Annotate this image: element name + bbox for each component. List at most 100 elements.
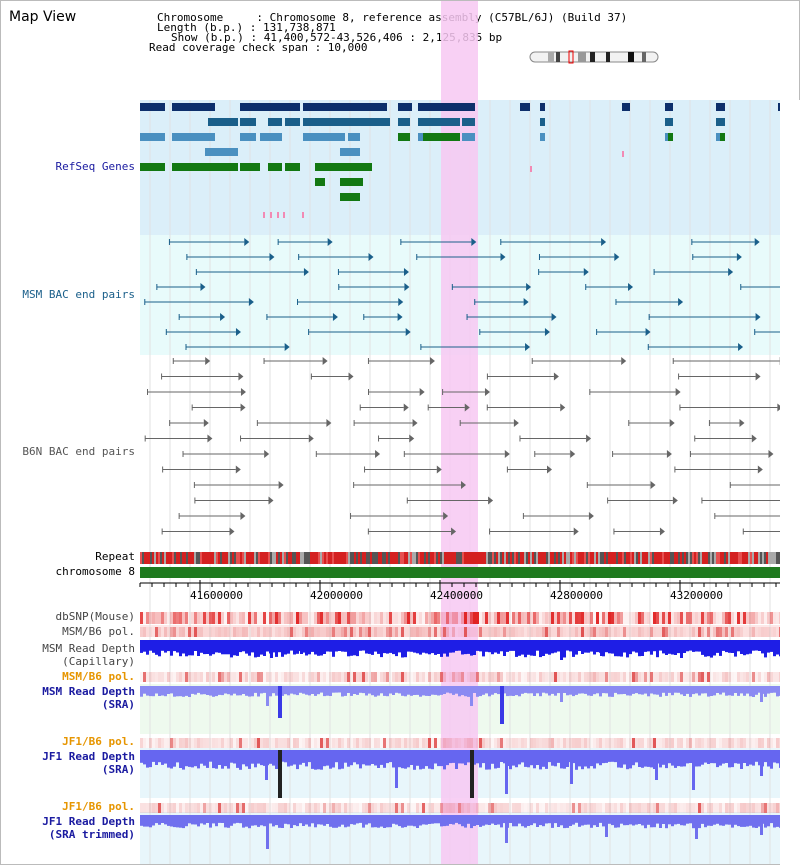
msm-sra-depth-bar — [404, 686, 407, 697]
dbsnp-cell — [371, 612, 374, 624]
dbsnp-cell — [149, 612, 152, 624]
msm-sra-depth-bar — [305, 686, 308, 695]
jf1-b6-pol-cell — [548, 803, 551, 813]
repeat-block — [330, 552, 332, 564]
repeat-block — [176, 552, 178, 564]
msm-sra-depth-bar — [386, 686, 389, 697]
jf1-trimmed-depth-bar — [305, 815, 308, 825]
msm-b6-pol-cell — [656, 627, 659, 637]
jf1-b6-pol-cell — [356, 738, 359, 748]
jf1-sra-depth-bar — [212, 750, 215, 769]
repeat-block — [774, 552, 776, 564]
jf1-sra-depth-bar — [485, 750, 488, 770]
ideogram-band — [628, 52, 634, 62]
msm-b6-pol-cell — [266, 627, 269, 637]
jf1-sra-depth-bar — [665, 750, 668, 769]
jf1-b6-pol-cell — [497, 803, 500, 813]
jf1-trimmed-depth-bar — [542, 815, 545, 827]
ideogram-band — [556, 52, 560, 62]
msm-b6-pol-cell — [185, 627, 188, 637]
dbsnp-cell — [509, 612, 512, 624]
dbsnp-cell — [200, 612, 203, 624]
jf1-b6-pol-cell — [683, 738, 686, 748]
jf1-b6-pol-cell — [632, 803, 635, 813]
jf1-sra-depth-bar — [344, 750, 347, 763]
repeat-block — [480, 552, 482, 564]
msm-b6-pol-cell — [698, 627, 701, 637]
msm-sra-depth-bar — [443, 686, 446, 694]
repeat-block — [722, 552, 724, 564]
msm-capillary-depth-bar — [578, 640, 581, 651]
jf1-sra-depth-bar — [500, 750, 503, 762]
track-label-b6n-bac[interactable]: B6N BAC end pairs — [22, 445, 135, 458]
repeat-block — [592, 552, 594, 564]
jf1-b6-pol-cell — [254, 738, 257, 748]
msm-sra-depth-bar — [593, 686, 596, 695]
repeat-block — [380, 552, 382, 564]
jf1-trimmed-depth-bar — [146, 815, 149, 827]
msm-sra-depth-bar — [488, 686, 491, 697]
msm-capillary-depth-bar — [533, 640, 536, 656]
jf1-b6-pol-cell — [371, 738, 374, 748]
msm-b6-pol-cell — [509, 672, 512, 682]
repeat-block — [726, 552, 728, 564]
msm-sra-depth-bar — [350, 686, 353, 696]
jf1-b6-pol-cell — [374, 803, 377, 813]
msm-bac-pair-end — [583, 268, 589, 276]
msm-sra-depth-bar — [512, 686, 515, 696]
jf1-trimmed-depth-bar — [281, 815, 284, 828]
repeat-block — [556, 552, 558, 564]
jf1-trimmed-depth-bar — [326, 815, 329, 824]
msm-b6-pol-cell — [290, 672, 293, 682]
msm-b6-pol-cell — [734, 672, 737, 682]
msm-b6-pol-cell — [503, 627, 506, 637]
jf1-b6-pol-cell — [266, 803, 269, 813]
msm-capillary-depth-bar-spike — [560, 640, 563, 660]
msm-b6-pol-cell — [464, 627, 467, 637]
msm-sra-depth-bar — [599, 686, 602, 697]
track-label-msm-bac[interactable]: MSM BAC end pairs — [22, 288, 135, 301]
jf1-sra-depth-bar — [545, 750, 548, 769]
track-label-refseq-genes[interactable]: RefSeq Genes — [55, 160, 135, 173]
gene-feature — [462, 118, 475, 126]
jf1-b6-pol-cell — [665, 803, 668, 813]
jf1-b6-pol-cell — [245, 738, 248, 748]
msm-b6-pol-cell — [419, 627, 422, 637]
repeat-block — [358, 552, 360, 564]
msm-capillary-depth-bar — [695, 640, 698, 652]
dbsnp-cell — [683, 612, 686, 624]
dbsnp-cell — [599, 612, 602, 624]
msm-capillary-depth-bar — [272, 640, 275, 653]
repeat-block — [232, 552, 234, 564]
msm-b6-pol-cell — [515, 627, 518, 637]
msm-b6-pol-cell — [545, 672, 548, 682]
msm-sra-depth-bar — [650, 686, 653, 694]
dbsnp-cell — [608, 612, 611, 624]
jf1-sra-depth-bar — [740, 750, 743, 769]
jf1-sra-depth-bar — [173, 750, 176, 767]
msm-sra-depth-bar — [203, 686, 206, 695]
msm-b6-pol-cell — [320, 672, 323, 682]
msm-b6-pol-cell — [152, 627, 155, 637]
repeat-block — [152, 552, 154, 564]
jf1-trimmed-depth-bar — [155, 815, 158, 824]
jf1-trimmed-depth-bar — [545, 815, 548, 824]
msm-b6-pol-cell — [362, 627, 365, 637]
jf1-b6-pol-cell — [530, 803, 533, 813]
jf1-trimmed-depth-bar — [683, 815, 686, 826]
dbsnp-cell — [275, 612, 278, 624]
gene-feature — [240, 103, 300, 111]
dbsnp-cell — [746, 612, 749, 624]
jf1-trimmed-depth-bar — [395, 815, 398, 825]
dbsnp-cell — [320, 612, 323, 624]
msm-sra-depth-bar — [566, 686, 569, 696]
b6n-bac-pair-end — [403, 403, 409, 412]
jf1-b6-pol-cell — [761, 738, 764, 748]
msm-b6-pol-cell — [635, 672, 638, 682]
jf1-trimmed-depth-bar — [320, 815, 323, 825]
msm-b6-pol-cell — [350, 672, 353, 682]
b6n-bac-pair-end — [326, 419, 332, 427]
repeat-block — [200, 552, 202, 564]
msm-b6-pol-cell — [428, 627, 431, 637]
